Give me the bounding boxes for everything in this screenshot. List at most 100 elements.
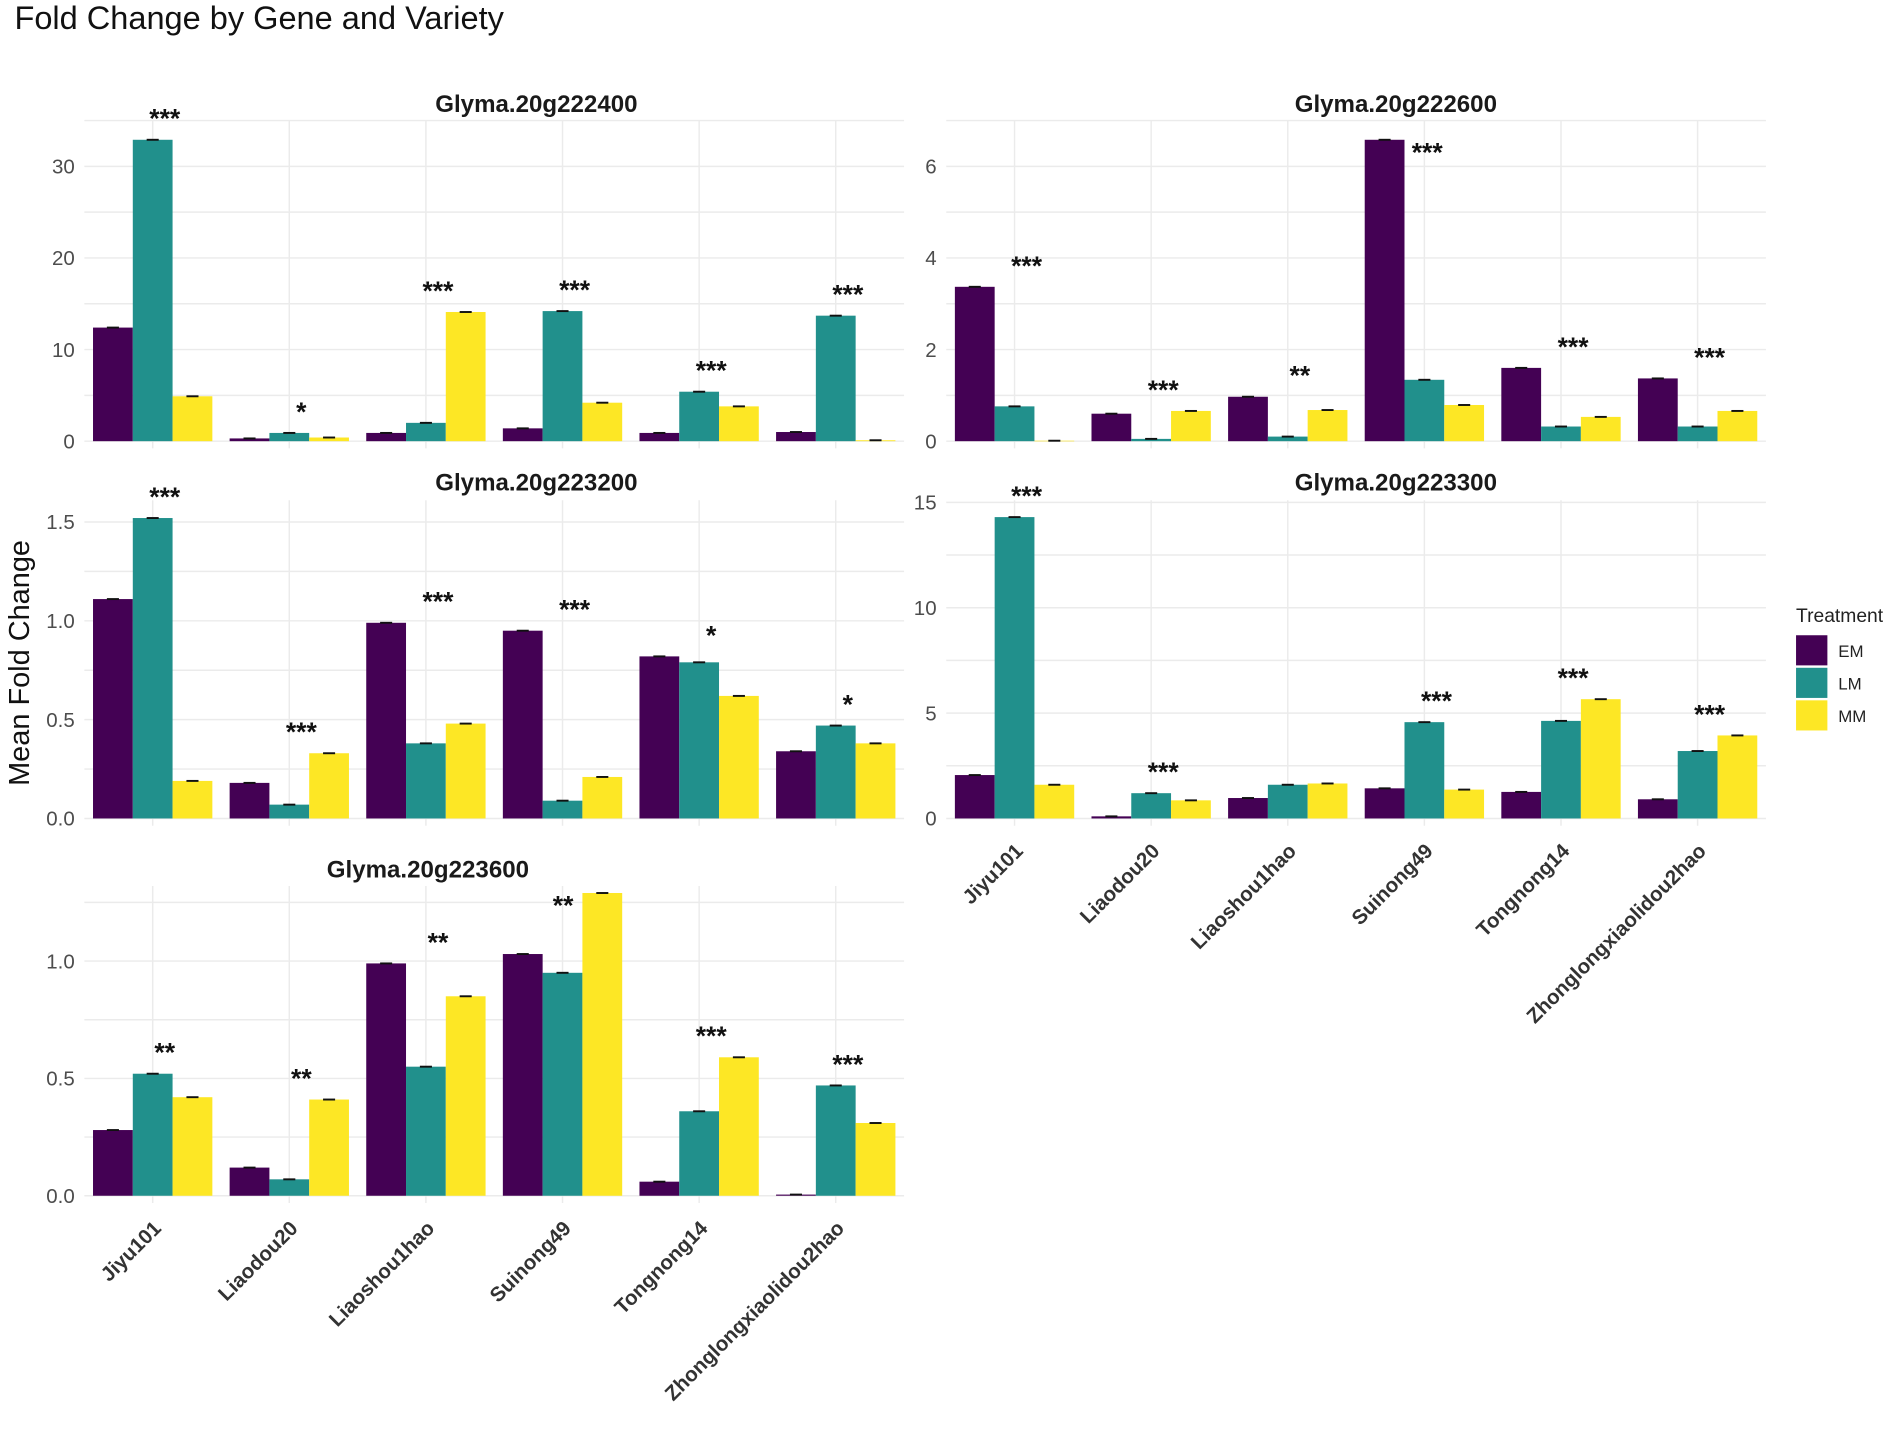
significance-label: ** bbox=[154, 1038, 175, 1068]
significance-label: *** bbox=[1694, 699, 1726, 729]
significance-label: * bbox=[296, 397, 307, 427]
bar-mm-liaoshou1hao bbox=[445, 996, 486, 1196]
bar-lm-suinong49 bbox=[542, 311, 583, 442]
bar-em-jiyu101 bbox=[954, 775, 995, 819]
x-tick-label: Jiyu101 bbox=[96, 1217, 165, 1286]
bar-lm-suinong49 bbox=[542, 972, 583, 1196]
y-tick-label: 15 bbox=[914, 492, 937, 515]
bar-em-suinong49 bbox=[502, 954, 543, 1196]
significance-label: *** bbox=[1421, 686, 1453, 716]
bar-lm-zhonglongxiaolidou2hao bbox=[815, 1085, 856, 1196]
bar-lm-suinong49 bbox=[1404, 379, 1445, 442]
bar-mm-liaodou20 bbox=[1171, 800, 1211, 819]
x-tick-label: Liaoshou1hao bbox=[1186, 839, 1300, 953]
bar-mm-tongnong14 bbox=[1580, 699, 1621, 819]
bar-lm-tongnong14 bbox=[679, 662, 720, 819]
significance-label: ** bbox=[291, 1063, 312, 1093]
bar-em-zhonglongxiaolidou2hao bbox=[776, 751, 816, 819]
bar-mm-liaodou20 bbox=[1171, 410, 1211, 442]
bar-lm-tongnong14 bbox=[679, 391, 720, 442]
y-tick-label: 20 bbox=[52, 247, 75, 270]
bar-em-suinong49 bbox=[1364, 139, 1405, 442]
bar-lm-zhonglongxiaolidou2hao bbox=[815, 315, 856, 442]
legend: Treatment EM LM MM bbox=[1796, 606, 1884, 731]
bar-em-liaodou20 bbox=[229, 782, 270, 819]
bar-lm-liaodou20 bbox=[269, 1179, 310, 1196]
bar-em-suinong49 bbox=[502, 630, 543, 819]
bar-lm-liaodou20 bbox=[269, 432, 310, 442]
bar-em-liaoshou1hao bbox=[366, 963, 407, 1196]
significance-label: ** bbox=[428, 927, 449, 957]
y-tick-label: 0 bbox=[63, 430, 74, 453]
significance-label: *** bbox=[1412, 137, 1444, 167]
bar-lm-liaodou20 bbox=[1131, 793, 1172, 819]
significance-label: *** bbox=[832, 1049, 864, 1079]
bar-em-liaodou20 bbox=[229, 438, 270, 442]
bar-em-liaodou20 bbox=[229, 1167, 270, 1196]
bar-em-zhonglongxiaolidou2hao bbox=[1637, 799, 1678, 819]
bar-mm-tongnong14 bbox=[1580, 416, 1621, 442]
significance-label: *** bbox=[286, 717, 318, 747]
bar-mm-tongnong14 bbox=[719, 695, 759, 819]
bar-lm-tongnong14 bbox=[679, 1111, 720, 1196]
bar-mm-zhonglongxiaolidou2hao bbox=[855, 743, 896, 819]
y-tick-label: 0 bbox=[925, 808, 936, 831]
bar-em-jiyu101 bbox=[93, 1130, 133, 1196]
x-tick-label: Liaoshou1hao bbox=[325, 1217, 439, 1331]
bar-mm-zhonglongxiaolidou2hao bbox=[1717, 735, 1758, 819]
significance-label: *** bbox=[1148, 757, 1180, 787]
panel-title: Glyma.20g223600 bbox=[327, 857, 529, 884]
significance-label: *** bbox=[559, 275, 591, 305]
bar-mm-zhonglongxiaolidou2hao bbox=[855, 1123, 896, 1196]
bar-mm-jiyu101 bbox=[172, 1097, 213, 1196]
panel-title: Glyma.20g223300 bbox=[1295, 470, 1497, 497]
y-tick-label: 5 bbox=[925, 702, 936, 725]
bar-em-liaoshou1hao bbox=[1228, 396, 1268, 442]
significance-label: *** bbox=[696, 356, 728, 386]
bar-mm-suinong49 bbox=[582, 776, 623, 819]
x-tick-label: Tongnong14 bbox=[1472, 839, 1575, 942]
panel-Glyma-20g223200: 0.00.51.01.5********* *****Glyma.20g22320… bbox=[46, 470, 905, 831]
chart-title: Fold Change by Gene and Variety bbox=[14, 0, 504, 36]
y-tick-label: 0.5 bbox=[46, 1068, 74, 1091]
bar-mm-liaoshou1hao bbox=[445, 723, 486, 819]
bar-lm-liaodou20 bbox=[1131, 438, 1172, 442]
bar-mm-liaoshou1hao bbox=[1307, 410, 1348, 442]
bar-mm-suinong49 bbox=[582, 402, 623, 442]
y-tick-label: 0.0 bbox=[46, 808, 74, 831]
bar-lm-zhonglongxiaolidou2hao bbox=[815, 725, 856, 819]
bar-lm-zhonglongxiaolidou2hao bbox=[1677, 751, 1718, 819]
panel-title: Glyma.20g222400 bbox=[435, 91, 637, 118]
bar-mm-jiyu101 bbox=[1034, 784, 1075, 819]
bar-lm-tongnong14 bbox=[1541, 426, 1581, 442]
bar-mm-liaoshou1hao bbox=[1307, 783, 1348, 819]
bar-lm-liaoshou1hao bbox=[1267, 784, 1308, 819]
significance-label: *** bbox=[422, 587, 454, 617]
bar-em-jiyu101 bbox=[93, 327, 133, 442]
significance-label: *** bbox=[1694, 342, 1726, 372]
bar-mm-tongnong14 bbox=[719, 1057, 759, 1196]
bar-lm-suinong49 bbox=[1404, 722, 1445, 819]
bar-em-zhonglongxiaolidou2hao bbox=[776, 432, 816, 442]
significance-label: *** bbox=[1011, 251, 1043, 281]
panel-title: Glyma.20g222600 bbox=[1295, 91, 1497, 118]
bar-em-liaodou20 bbox=[1091, 816, 1132, 819]
significance-label: ** bbox=[1290, 361, 1311, 391]
panel-Glyma-20g223600: 0.0 0.5 1.0 ** Jiyu101 ** Liaodou20 ** Liaoshou1… bbox=[46, 857, 905, 1405]
significance-label: *** bbox=[832, 280, 864, 310]
y-tick-label: 6 bbox=[925, 156, 936, 179]
bar-lm-zhonglongxiaolidou2hao bbox=[1677, 426, 1718, 442]
bar-mm-liaoshou1hao bbox=[445, 312, 486, 442]
bar-lm-jiyu101 bbox=[132, 139, 173, 442]
significance-label: *** bbox=[1558, 332, 1590, 362]
significance-label: *** bbox=[1011, 481, 1043, 511]
bar-lm-liaoshou1hao bbox=[406, 743, 446, 819]
bar-mm-liaodou20 bbox=[309, 437, 349, 442]
bar-em-suinong49 bbox=[502, 428, 543, 442]
significance-label: *** bbox=[1558, 663, 1590, 693]
legend-label-lm: LM bbox=[1838, 674, 1861, 693]
bar-mm-suinong49 bbox=[1444, 789, 1485, 819]
bar-em-jiyu101 bbox=[93, 599, 133, 819]
